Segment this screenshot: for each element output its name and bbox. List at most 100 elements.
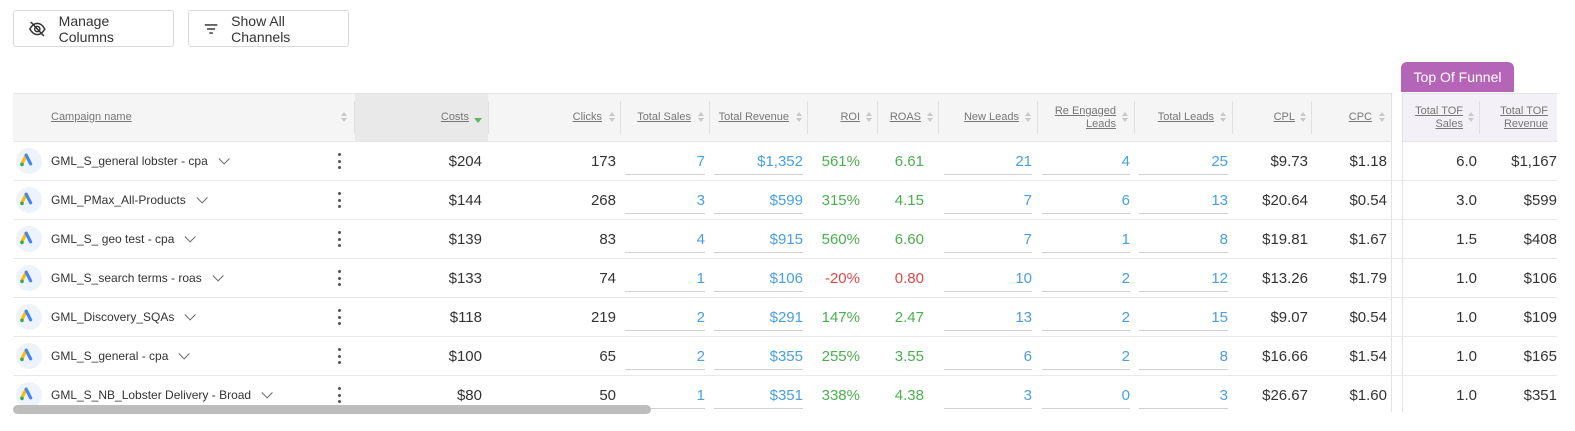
sort-descending-icon[interactable] [474,118,482,123]
column-divider[interactable] [938,101,939,134]
header-campaign-name[interactable]: Campaign name [51,111,132,123]
column-divider[interactable] [1232,101,1233,134]
cell-new-leads[interactable]: 10 [1015,269,1032,287]
chevron-down-icon[interactable] [184,309,197,321]
cell-re-engaged[interactable]: 2 [1121,308,1130,326]
cell-total-leads[interactable]: 8 [1219,347,1228,365]
sort-icon[interactable] [796,112,802,124]
sort-icon[interactable] [1220,112,1226,124]
campaign-name[interactable]: GML_S_ geo test - cpa [51,220,197,258]
cell-total-leads[interactable]: 13 [1211,191,1228,209]
manage-columns-button[interactable]: Manage Columns [13,10,174,47]
cell-total-leads[interactable]: 8 [1219,230,1228,248]
kebab-icon[interactable] [337,153,341,169]
horizontal-scrollbar[interactable] [13,405,1557,414]
table-row[interactable]: GML_Discovery_SQAs $118 219 2 $291 147% 2.47 13… [13,298,1557,337]
show-all-channels-button[interactable]: Show All Channels [188,10,349,47]
kebab-icon[interactable] [337,348,341,364]
cell-total-sales[interactable]: 1 [696,386,705,404]
header-total-sales[interactable]: Total Sales [637,111,691,123]
sort-icon[interactable] [341,112,347,124]
cell-total-sales[interactable]: 7 [696,152,705,170]
table-row[interactable]: GML_S_NB_Lobster Delivery - Broad $80 50 1 $… [13,376,1557,412]
header-re-engaged-leads[interactable]: Re Engaged Leads [1054,104,1116,130]
cell-new-leads[interactable]: 13 [1015,308,1032,326]
top-of-funnel-tab[interactable]: Top Of Funnel [1401,62,1514,92]
kebab-icon[interactable] [337,270,341,286]
cell-total-revenue[interactable]: $355 [769,347,803,365]
cell-new-leads[interactable]: 3 [1023,386,1032,404]
chevron-down-icon[interactable] [178,348,191,360]
chevron-down-icon[interactable] [212,270,224,282]
cell-total-sales[interactable]: 2 [696,308,705,326]
table-row[interactable]: GML_PMax_All-Products $144 268 3 $599 315% 4.1… [13,181,1557,220]
cell-new-leads[interactable]: 7 [1023,230,1032,248]
column-divider[interactable] [877,101,878,134]
header-cpc[interactable]: CPC [1348,111,1372,123]
header-total-tof-sales[interactable]: Total TOF Sales [1415,104,1463,130]
header-clicks[interactable]: Clicks [572,111,602,123]
header-roas[interactable]: ROAS [889,111,921,123]
header-new-leads[interactable]: New Leads [963,111,1019,123]
cell-new-leads[interactable]: 6 [1023,347,1032,365]
cell-re-engaged[interactable]: 2 [1121,269,1130,287]
cell-total-sales[interactable]: 2 [696,347,705,365]
scrollbar-thumb[interactable] [13,405,651,414]
campaign-name[interactable]: GML_S_general lobster - cpa [51,142,230,180]
header-total-leads[interactable]: Total Leads [1157,111,1214,123]
cell-total-leads[interactable]: 15 [1211,308,1228,326]
cell-total-leads[interactable]: 25 [1211,152,1228,170]
header-total-tof-revenue[interactable]: Total TOF Revenue [1500,104,1548,130]
column-divider[interactable] [807,101,808,134]
cell-new-leads[interactable]: 21 [1015,152,1032,170]
sort-icon[interactable] [1025,112,1031,124]
table-row[interactable]: GML_S_ geo test - cpa $139 83 4 $915 560% 6.60… [13,220,1557,259]
cell-total-leads[interactable]: 3 [1219,386,1228,404]
column-divider[interactable] [354,101,355,134]
cell-total-revenue[interactable]: $106 [769,269,803,287]
sort-icon[interactable] [927,112,933,124]
header-cpl[interactable]: CPL [1273,111,1295,123]
header-total-revenue[interactable]: Total Revenue [718,111,789,123]
cell-total-revenue[interactable]: $599 [769,191,803,209]
sort-icon[interactable] [1379,112,1385,124]
kebab-icon[interactable] [337,309,341,325]
campaign-name[interactable]: GML_S_search terms - roas [51,259,224,297]
campaign-name[interactable]: GML_PMax_All-Products [51,181,208,219]
cell-total-revenue[interactable]: $915 [769,230,803,248]
cell-re-engaged[interactable]: 2 [1121,347,1130,365]
column-divider[interactable] [488,101,489,134]
campaign-name[interactable]: GML_Discovery_SQAs [51,298,197,336]
cell-total-leads[interactable]: 12 [1211,269,1228,287]
cell-total-sales[interactable]: 3 [696,191,705,209]
sort-icon[interactable] [1122,112,1128,124]
cell-total-revenue[interactable]: $1,352 [757,152,803,170]
kebab-icon[interactable] [337,231,341,247]
sort-icon[interactable] [1300,112,1306,124]
cell-total-sales[interactable]: 1 [696,269,705,287]
cell-total-sales[interactable]: 4 [696,230,705,248]
table-row[interactable]: GML_S_search terms - roas $133 74 1 $106 -20%… [13,259,1557,298]
chevron-down-icon[interactable] [184,231,197,243]
column-divider[interactable] [709,101,710,134]
sort-icon[interactable] [1468,112,1474,124]
campaign-name[interactable]: GML_S_NB_Lobster Delivery - Broad [51,376,273,412]
column-divider[interactable] [620,101,621,134]
cell-total-revenue[interactable]: $291 [769,308,803,326]
column-divider[interactable] [1479,101,1480,134]
cell-new-leads[interactable]: 7 [1023,191,1032,209]
cell-re-engaged[interactable]: 4 [1121,152,1130,170]
cell-re-engaged[interactable]: 1 [1121,230,1130,248]
sort-icon[interactable] [698,112,704,124]
campaign-name[interactable]: GML_S_general - cpa [51,337,191,375]
kebab-icon[interactable] [337,387,341,403]
column-divider[interactable] [1037,101,1038,134]
header-costs[interactable]: Costs [440,111,469,123]
column-divider[interactable] [1134,101,1135,134]
cell-re-engaged[interactable]: 0 [1121,386,1130,404]
sort-icon[interactable] [866,112,872,124]
header-roi[interactable]: ROI [840,111,860,123]
table-row[interactable]: GML_S_general - cpa $100 65 2 $355 255% 3.55 6 2… [13,337,1557,376]
chevron-down-icon[interactable] [196,192,208,204]
column-divider[interactable] [1311,101,1312,134]
